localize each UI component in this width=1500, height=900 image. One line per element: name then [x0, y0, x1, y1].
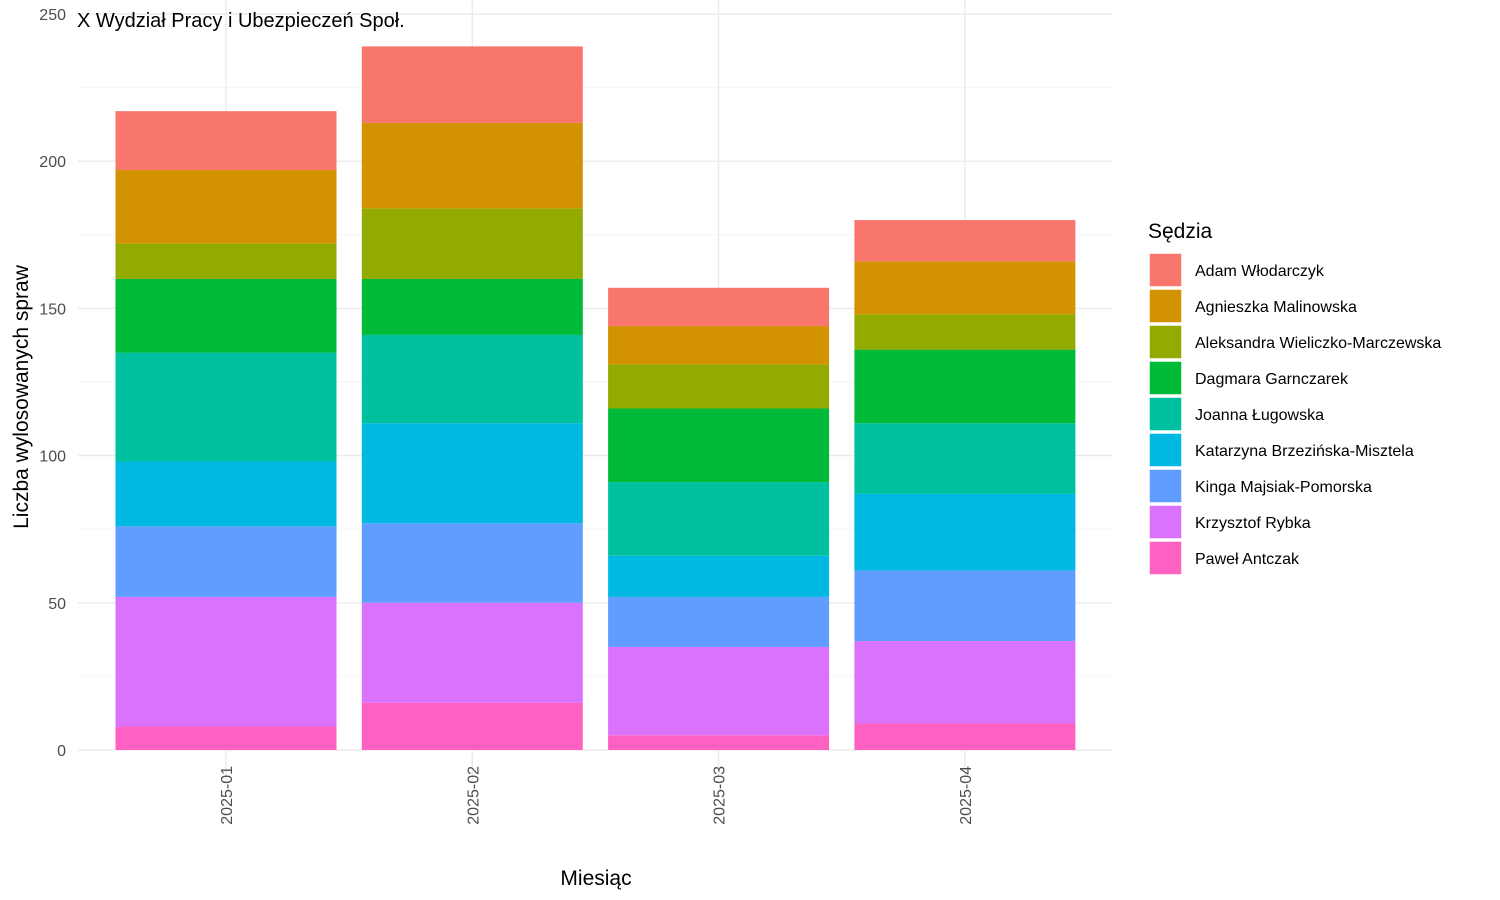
- legend: Sędzia Adam Włodarczyk Agnieszka Malinows…: [1148, 220, 1441, 576]
- bar-segment: [854, 261, 1076, 315]
- legend-key: [1148, 360, 1183, 396]
- legend-key: [1148, 324, 1183, 360]
- x-tick-label: 2025-01: [219, 766, 236, 825]
- legend-label: Krzysztof Rybka: [1195, 515, 1311, 532]
- bar-segment: [608, 482, 830, 556]
- bar-segment: [608, 364, 830, 409]
- bar-segment: [361, 208, 583, 279]
- bar-segment: [115, 726, 337, 750]
- legend-label: Adam Włodarczyk: [1195, 263, 1325, 280]
- bar-segment: [608, 287, 830, 327]
- legend-key: [1148, 540, 1183, 576]
- x-axis-title: Miesiąc: [560, 867, 631, 890]
- y-tick-label: 0: [57, 743, 66, 760]
- legend-key: [1148, 432, 1183, 468]
- bar-segment: [854, 220, 1076, 262]
- bar-segment: [608, 596, 830, 647]
- bar-segment: [854, 423, 1076, 494]
- y-tick-label: 100: [39, 449, 66, 466]
- x-axis-ticks: 2025-01 2025-02 2025-03 2025-04: [219, 766, 975, 825]
- bar-segment: [854, 349, 1076, 424]
- bar-segment: [361, 278, 583, 335]
- bars: [115, 46, 1076, 750]
- legend-label: Agnieszka Malinowska: [1195, 299, 1357, 316]
- bar-segment: [854, 493, 1076, 571]
- bar-segment: [361, 122, 583, 209]
- legend-label: Paweł Antczak: [1195, 551, 1300, 568]
- bar-segment: [115, 596, 337, 727]
- bar-segment: [608, 646, 830, 736]
- bar-segment: [854, 570, 1076, 642]
- legend-title: Sędzia: [1148, 220, 1213, 243]
- legend-label: Aleksandra Wieliczko-Marczewska: [1195, 335, 1441, 352]
- bar-segment: [361, 46, 583, 123]
- legend-key: [1148, 396, 1183, 432]
- bar-segment: [361, 423, 583, 524]
- y-axis-ticks: 0 50 100 150 200 250: [39, 7, 66, 760]
- legend-key: [1148, 468, 1183, 504]
- bar-segment: [608, 326, 830, 365]
- y-tick-label: 50: [48, 596, 66, 613]
- y-tick-label: 250: [39, 7, 66, 24]
- legend-key: [1148, 288, 1183, 324]
- bar-segment: [854, 641, 1076, 724]
- bar-segment: [115, 461, 337, 527]
- bar-segment: [115, 352, 337, 462]
- bar-segment: [361, 702, 583, 750]
- bar-segment: [608, 735, 830, 750]
- bar-segment: [361, 334, 583, 424]
- x-tick-label: 2025-03: [712, 766, 729, 825]
- y-axis-title: Liczba wylosowanych spraw: [10, 264, 33, 529]
- bar-segment: [115, 243, 337, 279]
- legend-label: Dagmara Garnczarek: [1195, 371, 1349, 388]
- bar-segment: [361, 523, 583, 603]
- x-tick-label: 2025-02: [465, 766, 482, 825]
- bar-segment: [115, 278, 337, 353]
- legend-label: Kinga Majsiak-Pomorska: [1195, 479, 1372, 496]
- legend-label: Katarzyna Brzezińska-Misztela: [1195, 443, 1414, 460]
- bar-segment: [115, 526, 337, 597]
- bar-segment: [608, 555, 830, 597]
- y-tick-label: 200: [39, 154, 66, 171]
- y-tick-label: 150: [39, 301, 66, 318]
- bar-segment: [608, 408, 830, 483]
- bar-segment: [115, 111, 337, 171]
- legend-key: [1148, 504, 1183, 540]
- bar-segment: [115, 170, 337, 244]
- chart-title: X Wydział Pracy i Ubezpieczeń Społ.: [77, 10, 405, 32]
- x-tick-label: 2025-04: [958, 766, 975, 825]
- bar-segment: [854, 314, 1076, 350]
- bar-segment: [854, 723, 1076, 750]
- legend-label: Joanna Ługowska: [1195, 407, 1324, 424]
- bar-segment: [361, 602, 583, 703]
- legend-key: [1148, 252, 1183, 288]
